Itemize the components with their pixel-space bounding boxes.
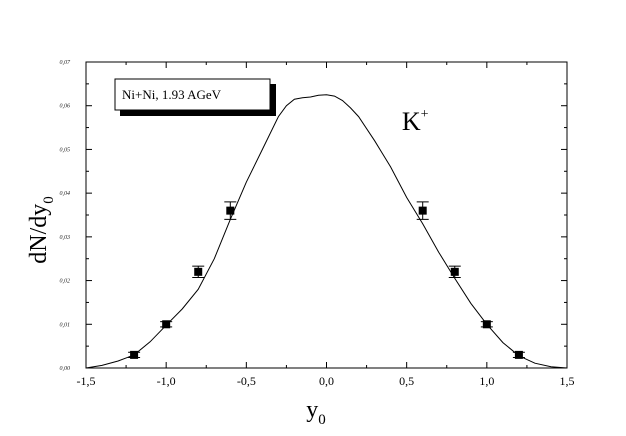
legend-box: Ni+Ni, 1.93 AGeV xyxy=(114,78,276,116)
x-tick-label: -1,0 xyxy=(157,374,176,388)
x-tick-label: 0,5 xyxy=(399,374,414,388)
y-tick-label: 0,02 xyxy=(60,279,71,285)
data-point xyxy=(418,206,427,215)
x-tick-label: 0,0 xyxy=(319,374,334,388)
model-curve-layer xyxy=(85,94,568,369)
data-point xyxy=(482,320,491,329)
x-tick-label: 1,5 xyxy=(560,374,575,388)
y-tick-label: 0,04 xyxy=(60,190,71,197)
data-point xyxy=(226,206,235,215)
x-axis-title-main: y xyxy=(306,397,318,423)
y-tick-label: 0,00 xyxy=(60,366,71,372)
y-tick-label: 0,07 xyxy=(60,60,72,66)
y-axis-title-sub: 0 xyxy=(41,196,57,204)
data-points-layer xyxy=(128,201,525,359)
x-tick-label: 1,0 xyxy=(479,374,494,388)
x-tick-label: -0,5 xyxy=(237,374,256,388)
y-tick-label: 0,05 xyxy=(60,147,71,153)
x-axis-title-sub: 0 xyxy=(318,412,326,428)
model-curve xyxy=(85,94,568,369)
y-axis: 0,00 0,01 0,02 0,03 0,04 0,05 0,06 0,07 xyxy=(60,60,567,372)
data-point xyxy=(162,320,171,329)
legend-label: Ni+Ni, 1.93 AGeV xyxy=(122,87,222,102)
y-axis-title: dN/dy0 xyxy=(26,196,57,264)
particle-annotation: K+ xyxy=(402,107,429,136)
x-axis-title: y0 xyxy=(306,397,326,428)
data-point xyxy=(514,350,523,359)
data-point xyxy=(130,350,139,359)
particle-annotation-sup: + xyxy=(421,107,429,122)
data-point xyxy=(450,267,459,276)
y-axis-title-main: dN/dy xyxy=(26,204,52,264)
data-point xyxy=(194,267,203,276)
x-tick-label: -1,5 xyxy=(77,374,96,388)
y-tick-label: 0,06 xyxy=(60,104,71,110)
particle-annotation-main: K xyxy=(402,107,421,136)
y-tick-label: 0,01 xyxy=(60,322,71,328)
x-axis: -1,5 -1,0 -0,5 0,0 0,5 1,0 1,5 xyxy=(77,62,575,388)
y-tick-label: 0,03 xyxy=(60,235,71,241)
